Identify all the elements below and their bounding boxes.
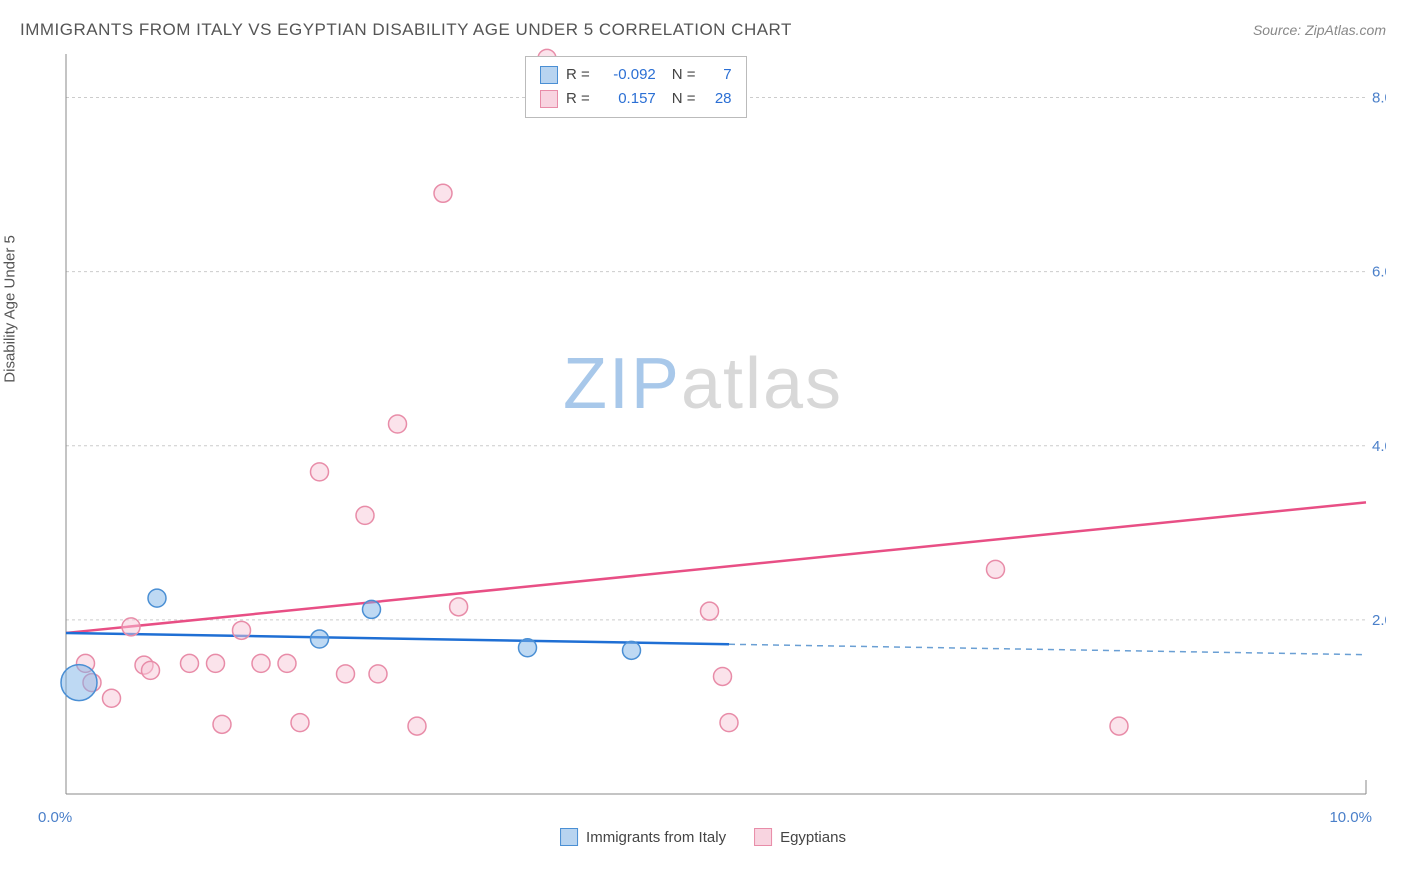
legend-swatch-pink	[540, 90, 558, 108]
correlation-legend: R = -0.092 N = 7 R = 0.157 N = 28	[525, 56, 747, 118]
svg-text:2.0%: 2.0%	[1372, 612, 1386, 629]
svg-text:6.0%: 6.0%	[1372, 264, 1386, 281]
legend-swatch-blue	[560, 828, 578, 846]
svg-text:10.0%: 10.0%	[1329, 809, 1372, 826]
chart-container: Disability Age Under 5 2.0%4.0%6.0%8.0%0…	[20, 48, 1386, 848]
source-attribution: Source: ZipAtlas.com	[1253, 22, 1386, 38]
chart-title: IMMIGRANTS FROM ITALY VS EGYPTIAN DISABI…	[20, 20, 792, 40]
svg-text:4.0%: 4.0%	[1372, 438, 1386, 455]
svg-text:8.0%: 8.0%	[1372, 90, 1386, 107]
legend-swatch-pink	[754, 828, 772, 846]
legend-item-egyptians: Egyptians	[754, 828, 846, 846]
series-legend: Immigrants from Italy Egyptians	[560, 828, 846, 846]
y-axis-label: Disability Age Under 5	[2, 235, 19, 383]
legend-swatch-blue	[540, 66, 558, 84]
scatter-chart: 2.0% 4.0% 6.0% 8.0% 0.0% 10.0%	[20, 48, 1386, 840]
svg-text:0.0%: 0.0%	[38, 809, 72, 826]
legend-row-egyptians: R = 0.157 N = 28	[540, 87, 732, 111]
legend-row-italy: R = -0.092 N = 7	[540, 63, 732, 87]
legend-item-italy: Immigrants from Italy	[560, 828, 726, 846]
